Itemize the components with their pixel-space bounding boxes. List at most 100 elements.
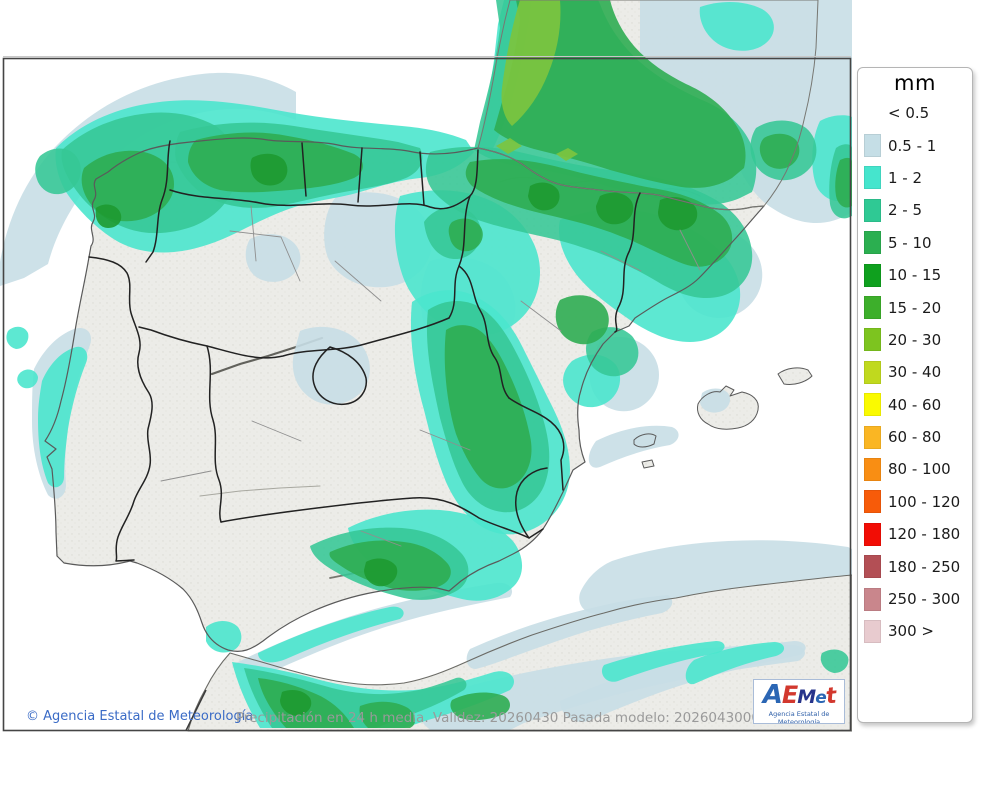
precip-blob xyxy=(38,346,88,488)
legend-label: 60 - 80 xyxy=(888,428,942,447)
legend-swatch xyxy=(864,587,881,611)
legend-row: 0.5 - 1 xyxy=(858,129,972,161)
logo-letter: M xyxy=(797,686,816,708)
legend-swatch xyxy=(864,296,881,320)
legend-label: 120 - 180 xyxy=(888,525,961,544)
precip-blob xyxy=(6,326,29,349)
border-layer xyxy=(44,0,852,732)
legend-swatch xyxy=(864,166,881,190)
precip-blob xyxy=(450,692,510,721)
legend-row: 250 - 300 xyxy=(858,583,972,615)
precip-blob xyxy=(699,1,774,51)
logo-letter: E xyxy=(781,681,798,709)
precip-blob xyxy=(364,558,398,587)
precip-blob xyxy=(466,595,673,669)
precip-blob xyxy=(359,701,416,728)
legend-label: 15 - 20 xyxy=(888,298,942,317)
legend-label: 30 - 40 xyxy=(888,363,942,382)
legend-swatch xyxy=(864,425,881,449)
aemet-logo-letters: AEMet xyxy=(754,680,844,710)
map-frame xyxy=(2,56,852,732)
precip-blob xyxy=(444,325,532,489)
map-caption: Precipitación en 24 h media. Validez: 20… xyxy=(236,710,760,726)
legend-label: 250 - 300 xyxy=(888,590,961,609)
legend-label: 5 - 10 xyxy=(888,233,932,252)
legend-row: 60 - 80 xyxy=(858,421,972,453)
legend-label: 80 - 100 xyxy=(888,460,951,479)
legend-title: mm xyxy=(894,71,936,95)
legend-swatch xyxy=(864,490,881,514)
precip-layer-20-30mm xyxy=(496,0,578,161)
legend-box: mm < 0.5 0.5 - 1 1 - 2 2 - 5 5 - 10 10 -… xyxy=(857,67,973,723)
precip-blob xyxy=(601,641,725,682)
legend-swatch xyxy=(864,393,881,417)
logo-letter: A xyxy=(762,680,783,710)
precip-blob xyxy=(280,690,312,716)
precip-blob xyxy=(250,153,288,186)
legend-swatch xyxy=(864,263,881,287)
legend-row: 80 - 100 xyxy=(858,453,972,485)
legend-label: 100 - 120 xyxy=(888,492,961,511)
precip-blob xyxy=(555,295,609,345)
legend-swatch xyxy=(864,134,881,158)
precip-layer-10-15mm xyxy=(95,153,698,716)
precip-blob xyxy=(685,642,785,685)
logo-letter: e xyxy=(815,688,826,708)
precip-blob xyxy=(579,540,852,614)
legend-row: 120 - 180 xyxy=(858,518,972,550)
logo-letter: t xyxy=(824,683,837,710)
precip-blob xyxy=(494,0,746,188)
province-borders xyxy=(160,205,701,547)
copyright-attribution: © Agencia Estatal de Meteorología xyxy=(26,709,254,724)
legend-label: 1 - 2 xyxy=(888,168,923,187)
legend-row: 5 - 10 xyxy=(858,227,972,259)
legend-row: 20 - 30 xyxy=(858,324,972,356)
legend-row: 180 - 250 xyxy=(858,550,972,582)
precip-blob xyxy=(658,197,698,231)
aemet-logo: AEMet Agencia Estatal de Meteorología xyxy=(753,679,845,724)
legend-swatch xyxy=(864,619,881,643)
legend-swatch xyxy=(864,360,881,384)
legend-label: 2 - 5 xyxy=(888,201,923,220)
precip-blob xyxy=(759,133,800,169)
legend-row: 2 - 5 xyxy=(858,194,972,226)
legend-label: < 0.5 xyxy=(888,104,930,123)
legend-label: 300 > xyxy=(888,622,934,641)
logo-tagline: Agencia Estatal de Meteorología xyxy=(768,710,830,724)
legend-swatch xyxy=(864,522,881,546)
legend-swatch xyxy=(864,231,881,255)
legend-row: 100 - 120 xyxy=(858,486,972,518)
map-canvas xyxy=(0,0,852,733)
precip-blob xyxy=(820,649,849,673)
precip-blob xyxy=(556,148,578,161)
precip-blob xyxy=(258,606,404,663)
legend-row: 300 > xyxy=(858,615,972,647)
legend-label: 10 - 15 xyxy=(888,266,942,285)
precip-blob xyxy=(95,204,122,228)
legend-label: 40 - 60 xyxy=(888,395,942,414)
precip-blob xyxy=(448,218,483,252)
legend-swatch xyxy=(864,328,881,352)
precip-blob xyxy=(245,234,301,282)
legend-label: 20 - 30 xyxy=(888,330,942,349)
precip-blob xyxy=(835,157,852,208)
legend-row: 1 - 2 xyxy=(858,162,972,194)
legend-label: 0.5 - 1 xyxy=(888,136,937,155)
precip-blob xyxy=(596,192,634,225)
region-borders xyxy=(88,140,641,562)
legend-swatch xyxy=(864,555,881,579)
precip-blob xyxy=(528,182,560,211)
legend-row: < 0.5 xyxy=(858,97,972,129)
precip-blob xyxy=(17,369,38,389)
precip-blob xyxy=(586,327,639,377)
precip-blob xyxy=(35,148,81,195)
precip-blob xyxy=(501,0,561,126)
precip-blob xyxy=(81,150,174,222)
legend-row: 15 - 20 xyxy=(858,291,972,323)
precip-blob xyxy=(496,138,522,154)
legend-swatch xyxy=(864,457,881,481)
footer-divider xyxy=(185,689,207,731)
legend-row: 30 - 40 xyxy=(858,356,972,388)
legend-label: 180 - 250 xyxy=(888,557,961,576)
